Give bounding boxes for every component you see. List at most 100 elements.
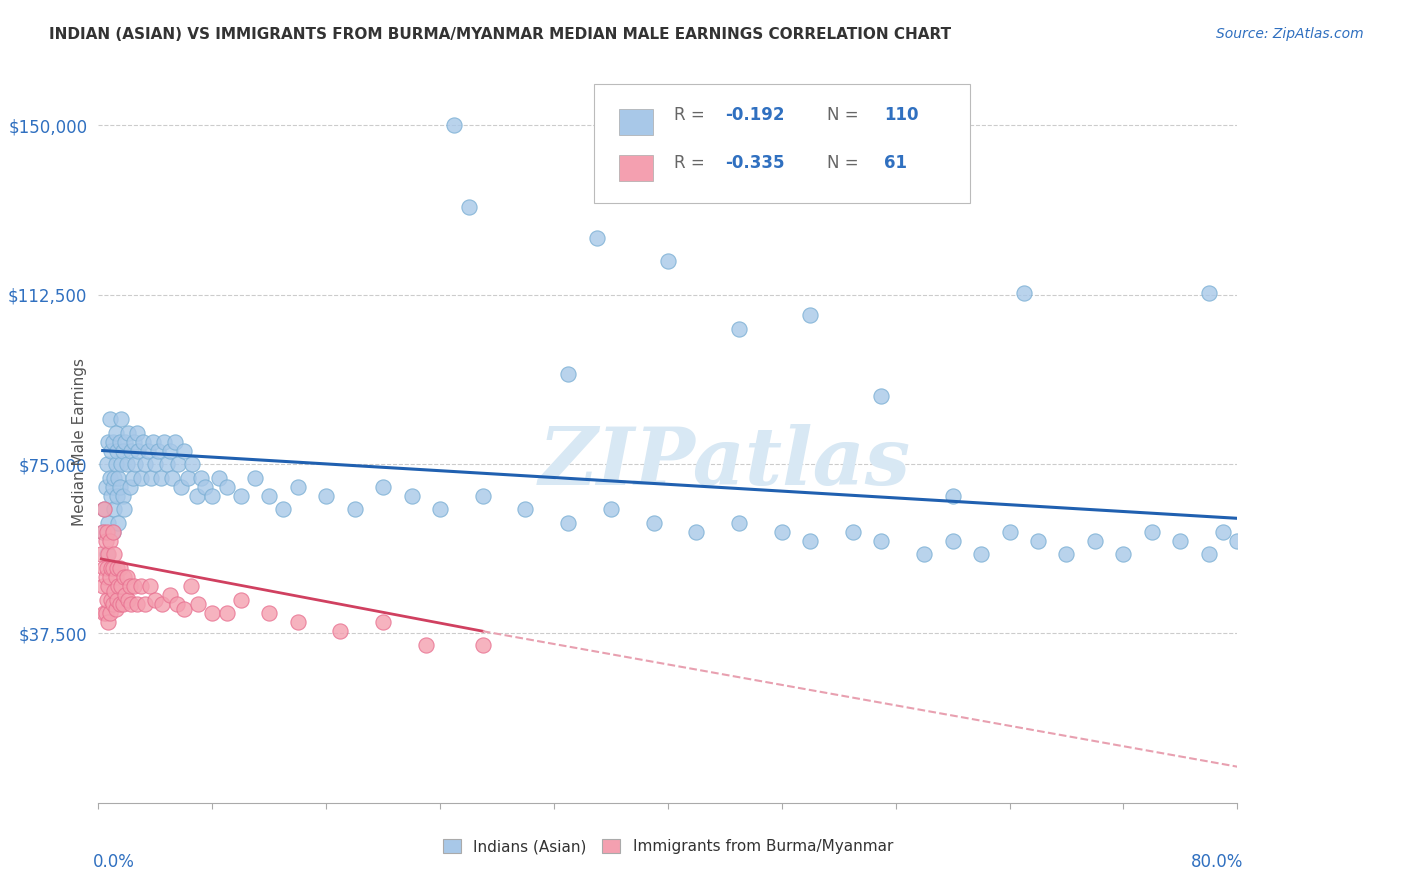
Point: [942, 533, 965, 548]
Point: [98, 470, 121, 484]
Text: R =: R =: [673, 106, 710, 124]
Text: N =: N =: [827, 106, 865, 124]
Point: [94, 533, 117, 548]
Point: [127, 443, 149, 458]
Point: [101, 434, 124, 449]
Point: [156, 457, 179, 471]
Point: [471, 489, 494, 503]
Point: [103, 583, 125, 598]
Point: [1198, 548, 1220, 562]
Point: [315, 489, 337, 503]
Point: [728, 516, 751, 530]
Y-axis label: Median Male Earnings: Median Male Earnings: [72, 358, 87, 525]
Point: [114, 434, 136, 449]
Point: [471, 638, 494, 652]
Point: [585, 231, 607, 245]
Point: [120, 597, 142, 611]
Point: [105, 561, 128, 575]
Point: [1112, 548, 1135, 562]
Point: [105, 592, 128, 607]
Point: [1170, 533, 1192, 548]
Point: [110, 579, 132, 593]
Text: N =: N =: [827, 153, 865, 171]
Point: [104, 601, 127, 615]
Point: [91, 524, 114, 539]
Point: [141, 434, 163, 449]
Point: [96, 561, 118, 575]
Point: [111, 443, 134, 458]
Point: [120, 443, 142, 458]
Point: [104, 425, 127, 440]
Point: [122, 579, 145, 593]
Point: [145, 457, 167, 471]
Point: [1212, 524, 1234, 539]
Point: [118, 480, 141, 494]
Point: [243, 470, 266, 484]
Point: [329, 624, 352, 639]
Point: [101, 561, 124, 575]
Point: [100, 443, 122, 458]
Point: [180, 579, 202, 593]
Text: Source: ZipAtlas.com: Source: ZipAtlas.com: [1216, 27, 1364, 41]
Text: 80.0%: 80.0%: [1191, 854, 1243, 871]
Point: [557, 516, 579, 530]
Point: [1084, 533, 1107, 548]
Point: [443, 119, 465, 133]
Point: [122, 434, 145, 449]
Point: [96, 524, 118, 539]
Point: [136, 443, 159, 458]
Point: [104, 570, 127, 584]
Point: [1056, 548, 1078, 562]
Point: [657, 253, 679, 268]
Point: [117, 425, 139, 440]
Point: [870, 533, 893, 548]
Point: [105, 489, 128, 503]
Point: [201, 489, 224, 503]
Point: [159, 588, 181, 602]
Point: [557, 367, 579, 381]
Point: [145, 592, 167, 607]
Point: [110, 412, 132, 426]
Point: [94, 606, 117, 620]
Point: [104, 457, 127, 471]
Point: [229, 489, 252, 503]
Point: [259, 606, 281, 620]
Point: [96, 457, 118, 471]
Point: [112, 502, 135, 516]
Point: [1012, 285, 1035, 300]
Point: [998, 524, 1021, 539]
Point: [190, 470, 212, 484]
Point: [799, 533, 821, 548]
Point: [97, 615, 120, 630]
Point: [287, 480, 309, 494]
Point: [770, 524, 793, 539]
Point: [101, 597, 124, 611]
Point: [91, 524, 114, 539]
Point: [108, 597, 131, 611]
Point: [97, 548, 120, 562]
Point: [515, 502, 537, 516]
Point: [181, 457, 204, 471]
Point: [166, 597, 188, 611]
Point: [90, 548, 112, 562]
Point: [970, 548, 993, 562]
Point: [97, 434, 120, 449]
Point: [111, 489, 134, 503]
Point: [101, 480, 124, 494]
Point: [186, 489, 208, 503]
Point: [108, 561, 131, 575]
Point: [117, 592, 139, 607]
Text: 110: 110: [884, 106, 918, 124]
Point: [91, 579, 114, 593]
Point: [643, 516, 665, 530]
Point: [98, 533, 121, 548]
Point: [100, 489, 122, 503]
Text: -0.335: -0.335: [725, 153, 785, 171]
Point: [229, 592, 252, 607]
Point: [115, 457, 138, 471]
Point: [107, 579, 129, 593]
Point: [259, 489, 281, 503]
Point: [167, 457, 190, 471]
Point: [93, 606, 115, 620]
Point: [415, 638, 437, 652]
